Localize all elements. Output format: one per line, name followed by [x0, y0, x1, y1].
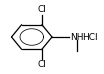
Text: Cl: Cl	[37, 60, 46, 69]
Text: HCl: HCl	[82, 32, 97, 42]
Text: NH: NH	[70, 32, 84, 42]
Text: Cl: Cl	[37, 5, 46, 14]
